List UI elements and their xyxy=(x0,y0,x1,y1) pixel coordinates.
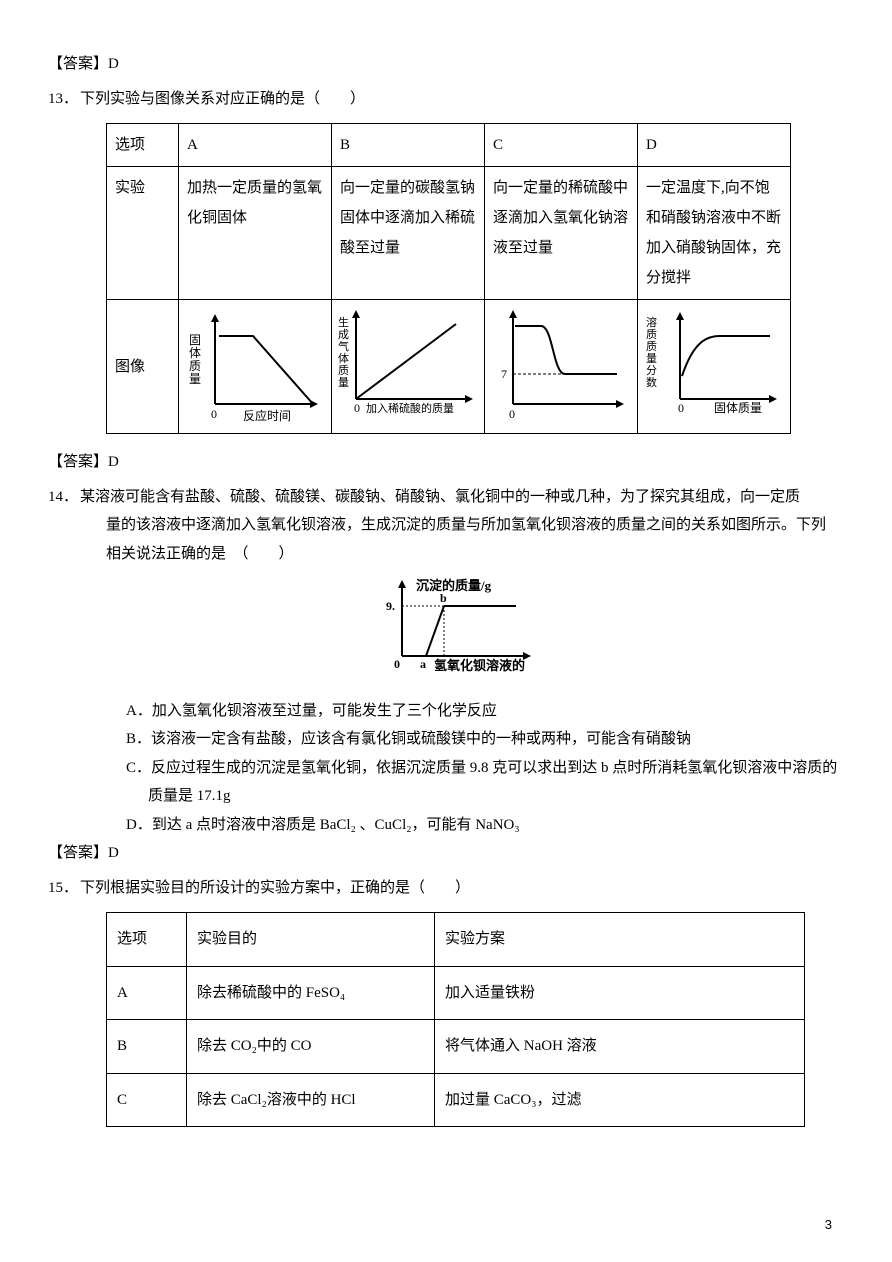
answer-13: 【答案】D xyxy=(48,448,844,477)
q15-number: 15． xyxy=(48,874,80,903)
svg-text:加入稀硫酸的质量: 加入稀硫酸的质量 xyxy=(366,401,454,415)
q15-table: 选项 实验目的 实验方案 A 除去稀硫酸中的 FeSO₄ 加入适量铁粉 B 除去… xyxy=(106,912,805,1127)
graph-A: 固体质量 0 反应时间 xyxy=(179,300,332,434)
q14-option-D: D．到达 a 点时溶液中溶质是 BaCl₂ 、CuCl₂，可能有 NaNO₃ xyxy=(48,811,844,840)
q13-stem: 13．下列实验与图像关系对应正确的是（ ） xyxy=(48,85,844,114)
svg-text:反应时间: 反应时间 xyxy=(243,408,291,423)
svg-text:0: 0 xyxy=(678,401,684,415)
svg-text:0: 0 xyxy=(354,401,360,415)
svg-text:0: 0 xyxy=(394,657,400,671)
q13-table: 选项 A B C D 实验 加热一定质量的氢氧化铜固体 向一定量的碳酸氢钠固体中… xyxy=(106,123,791,434)
cell: 除去 CaCl₂溶液中的 HCl xyxy=(187,1073,435,1127)
exp-cell: 向一定量的碳酸氢钠固体中逐滴加入稀硫酸至过量 xyxy=(332,167,485,300)
svg-text:溶质质量分数: 溶质质量分数 xyxy=(646,315,657,389)
cell: 将气体通入 NaOH 溶液 xyxy=(435,1020,805,1074)
q14-option-A: A．加入氢氧化钡溶液至过量，可能发生了三个化学反应 xyxy=(48,697,844,726)
svg-text:沉淀的质量/g: 沉淀的质量/g xyxy=(416,578,492,593)
header-cell: 实验目的 xyxy=(187,913,435,967)
q13-number: 13． xyxy=(48,85,80,114)
q14-text1: 某溶液可能含有盐酸、硫酸、硫酸镁、碳酸钠、硝酸钠、氯化铜中的一种或几种，为了探究… xyxy=(80,489,800,505)
row-label: 图像 xyxy=(107,300,179,434)
svg-text:固体质量: 固体质量 xyxy=(189,333,201,386)
svg-text:9.: 9. xyxy=(386,599,395,613)
q14-option-C: C．反应过程生成的沉淀是氢氧化铜，依据沉淀质量 9.8 克可以求出到达 b 点时… xyxy=(48,754,844,783)
table-row: 实验 加热一定质量的氢氧化铜固体 向一定量的碳酸氢钠固体中逐滴加入稀硫酸至过量 … xyxy=(107,167,791,300)
header-cell: 选项 xyxy=(107,124,179,167)
graph-D: 溶质质量分数 0 固体质量 xyxy=(638,300,791,434)
header-cell: 选项 xyxy=(107,913,187,967)
table-row: 选项 A B C D xyxy=(107,124,791,167)
q14-option-C-cont: 质量是 17.1g xyxy=(48,782,844,811)
cell: A xyxy=(107,966,187,1020)
q14-figure: 沉淀的质量/g 9. 0 a b 氢氧化钡溶液的 xyxy=(48,576,844,687)
graph-B: 生成气体质量 0 加入稀硫酸的质量 xyxy=(332,300,485,434)
table-row: C 除去 CaCl₂溶液中的 HCl 加过量 CaCO₃，过滤 xyxy=(107,1073,805,1127)
header-cell: D xyxy=(638,124,791,167)
answer-14: 【答案】D xyxy=(48,839,844,868)
cell: 除去稀硫酸中的 FeSO₄ xyxy=(187,966,435,1020)
table-row: 图像 固体质量 0 反应时间 生成气体质量 0 加入 xyxy=(107,300,791,434)
row-label: 实验 xyxy=(107,167,179,300)
q14-text3: 相关说法正确的是 （ ） xyxy=(48,540,844,569)
q15-stem: 15．下列根据实验目的所设计的实验方案中，正确的是（ ） xyxy=(48,874,844,903)
svg-text:固体质量: 固体质量 xyxy=(714,401,762,415)
table-row: B 除去 CO₂中的 CO 将气体通入 NaOH 溶液 xyxy=(107,1020,805,1074)
svg-text:a: a xyxy=(420,657,426,671)
q14-stem: 14．某溶液可能含有盐酸、硫酸、硫酸镁、碳酸钠、硝酸钠、氯化铜中的一种或几种，为… xyxy=(48,483,844,512)
q14-number: 14． xyxy=(48,483,80,512)
q14-text2: 量的该溶液中逐滴加入氢氧化钡溶液，生成沉淀的质量与所加氢氧化钡溶液的质量之间的关… xyxy=(48,511,844,540)
table-row: 选项 实验目的 实验方案 xyxy=(107,913,805,967)
svg-text:生成气体质量: 生成气体质量 xyxy=(338,315,349,389)
exp-cell: 向一定量的稀硫酸中逐滴加入氢氧化钠溶液至过量 xyxy=(485,167,638,300)
page-number: 3 xyxy=(825,1213,832,1238)
cell: 除去 CO₂中的 CO xyxy=(187,1020,435,1074)
exp-cell: 一定温度下,向不饱和硝酸钠溶液中不断加入硝酸钠固体，充分搅拌 xyxy=(638,167,791,300)
header-cell: A xyxy=(179,124,332,167)
svg-text:0: 0 xyxy=(211,407,217,421)
svg-text:b: b xyxy=(440,591,447,605)
q13-text: 下列实验与图像关系对应正确的是（ ） xyxy=(80,91,365,107)
table-row: A 除去稀硫酸中的 FeSO₄ 加入适量铁粉 xyxy=(107,966,805,1020)
svg-text:0: 0 xyxy=(509,407,515,421)
exp-cell: 加热一定质量的氢氧化铜固体 xyxy=(179,167,332,300)
answer-12: 【答案】D xyxy=(48,50,844,79)
cell: 加过量 CaCO₃，过滤 xyxy=(435,1073,805,1127)
svg-text:氢氧化钡溶液的: 氢氧化钡溶液的 xyxy=(434,658,525,673)
svg-text:7: 7 xyxy=(501,367,507,381)
cell: C xyxy=(107,1073,187,1127)
header-cell: C xyxy=(485,124,638,167)
graph-C: 7 0 xyxy=(485,300,638,434)
header-cell: B xyxy=(332,124,485,167)
cell: 加入适量铁粉 xyxy=(435,966,805,1020)
cell: B xyxy=(107,1020,187,1074)
header-cell: 实验方案 xyxy=(435,913,805,967)
q14-option-B: B．该溶液一定含有盐酸，应该含有氯化铜或硫酸镁中的一种或两种，可能含有硝酸钠 xyxy=(48,725,844,754)
q15-text: 下列根据实验目的所设计的实验方案中，正确的是（ ） xyxy=(80,880,470,896)
